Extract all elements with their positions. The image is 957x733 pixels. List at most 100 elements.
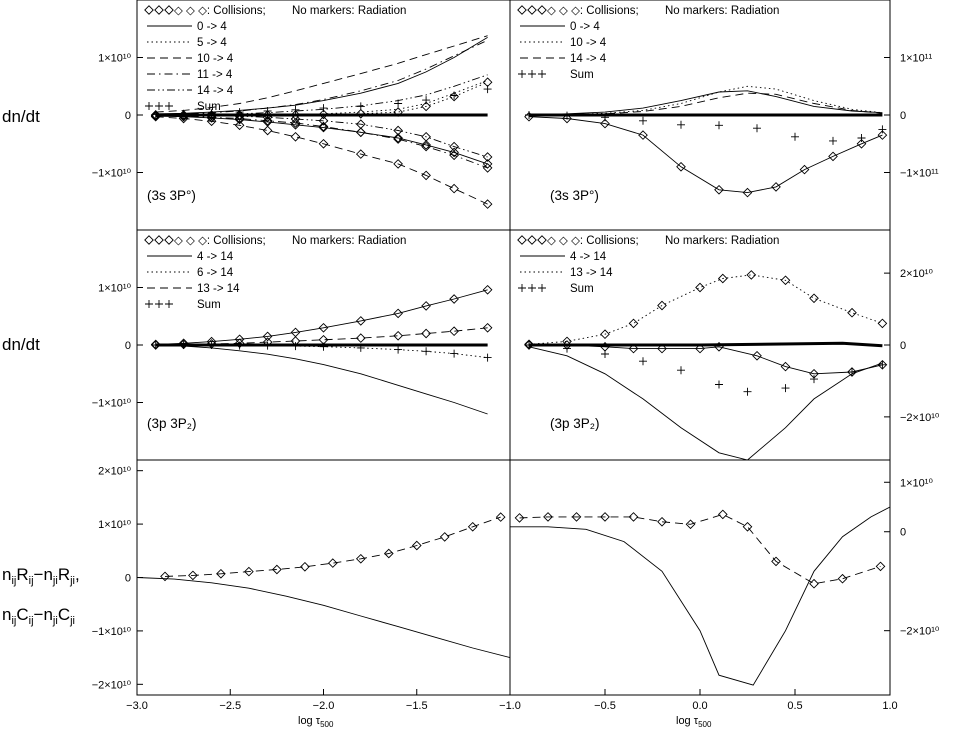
p4-series-1-line [528,274,883,345]
p6-series-1-point-7 [718,509,728,520]
p4-ytick-label-1: 0 [900,340,906,352]
p2-legend-header-radiation: No markers: Radiation [665,5,779,17]
p2-legend-sum-marker-2 [537,69,547,79]
p4-legend-sum-marker-0 [517,283,527,293]
p1-series-5-point-9 [421,95,431,105]
p3-legend-label-2: 13 -> 14 [197,283,240,295]
x-axis-label-right: log τ500 [676,715,712,729]
p1-series-5-point-5 [291,105,300,115]
p5-series-1-point-10 [440,532,450,542]
p2-series-2-line [528,92,883,116]
p3-legend-sum-marker-0 [144,299,154,309]
p4-legend-label-2: Sum [570,283,594,295]
plot-p6: 1×10¹⁰ 0 −2×10¹⁰ −1.0 −0.5 0.0 0.5 1.0 [499,477,940,712]
p4-ytick-label-0: 2×10¹⁰ [900,268,933,280]
p3-series-3-point-11 [483,353,493,363]
p1-legend-header-marker-2 [164,5,174,15]
p2-series-3-point-3 [638,116,648,126]
p3-series-3-point-10 [449,349,459,359]
panel4-annotation: (3p 3P₂) [550,416,600,431]
p5-ytick-label-2: 0 [125,573,131,585]
p4-legend-header-collisions: ◇ ◇ ◇: Collisions; [547,235,639,247]
p3-ytick-label-1: 0 [125,340,131,352]
panel-frame-bottom-left [136,459,511,696]
y-axis-label-row1: dn/dt [2,107,40,126]
p3-legend-sum-marker-2 [164,299,174,309]
p2-series-4-line [528,116,883,194]
plot-p3: 1×10¹⁰ 0 −1×10¹⁰ ◇ ◇ ◇: Collisions; No marke… [92,235,493,415]
p4-legend-header-radiation: No markers: Radiation [665,235,779,247]
y-axis-label-row3-line1: nijRij−njiRji, [2,565,80,587]
p4-series-1-point-5 [695,282,705,293]
p1-legend-sum-marker-1 [154,101,164,111]
p1-legend-label-0: 0 -> 4 [197,21,227,33]
p3-series-3-point-9 [421,346,431,356]
p2-series-3-point-5 [714,120,724,130]
p3-series-3-point-8 [393,345,403,355]
p1-legend-sum-marker-0 [144,101,154,111]
p4-legend-sum-marker-1 [527,283,537,293]
panel-frame-bottom-right [509,459,891,696]
p1-series-8-point-5 [290,132,301,142]
p3-legend-header-marker-0 [144,235,154,245]
p1-series-0-line [155,37,488,115]
p4-series-1-point-3 [628,318,639,329]
p4-ytick-label-2: −2×10¹⁰ [900,412,940,424]
p5-series-1-line [164,516,501,577]
p3-series-5-line [155,327,488,346]
p6-series-0-line [510,506,891,686]
p1-legend-label-5: Sum [197,101,221,113]
p2-legend-label-1: 10 -> 4 [570,37,607,49]
p1-series-8-point-10 [449,183,459,194]
p1-legend-header-marker-0 [144,5,154,15]
p4-series-2-point-7 [781,383,790,393]
p4-series-4-line [529,341,883,348]
plot-p2: 1×10¹¹ 0 −1×10¹¹ ◇ ◇ ◇: Collisions; No marke… [517,5,939,198]
plot-p4: 2×10¹⁰ 0 −2×10¹⁰ ◇ ◇ ◇: Collisions; No marke… [517,235,940,461]
p6-xtick-label-2: 0.0 [692,700,707,712]
p1-legend-header-radiation: No markers: Radiation [292,5,406,17]
p1-legend-label-2: 10 -> 4 [197,53,234,65]
p6-ytick-label-0: 1×10¹⁰ [900,477,933,489]
p4-series-1-point-9 [809,293,819,303]
p1-legend-label-1: 5 -> 4 [197,37,227,49]
p2-legend-header-collisions: ◇ ◇ ◇: Collisions; [547,5,639,17]
plot-p5: 2×10¹⁰ 1×10¹⁰ 0 −1×10¹⁰ −2×10¹⁰ −3.0 −2.5 −2.0 −… [92,466,511,712]
p2-series-3-point-6 [752,123,762,133]
p4-series-2-point-6 [743,387,752,397]
p1-series-2-line [155,35,488,113]
p3-legend-header-radiation: No markers: Radiation [292,235,406,247]
p5-ytick-label-3: −1×10¹⁰ [92,626,132,638]
p5-series-0-line [136,577,511,659]
p2-legend-header-marker-2 [537,5,547,15]
p1-legend-label-3: 11 -> 4 [197,69,233,81]
p4-series-1-point-7 [746,270,756,280]
p2-series-3-point-10 [877,124,887,134]
p4-legend-header-marker-0 [517,235,527,245]
p2-series-3-point-8 [828,136,838,146]
p6-xtick-label-4: 1.0 [882,700,897,712]
plot-p1: 1×10¹⁰ 0 −1×10¹⁰ ◇ ◇ ◇: Collisions; No marke… [92,5,493,209]
p4-legend-sum-marker-2 [537,283,547,293]
p2-legend-label-0: 0 -> 4 [570,21,600,33]
p6-ytick-label-2: −2×10¹⁰ [900,626,940,638]
p1-series-3-line [155,39,488,115]
p1-series-8-point-4 [262,125,273,136]
p6-xtick-label-0: −1.0 [499,700,521,712]
p2-series-1-line [528,85,883,116]
p1-ytick-label-2: −1×10¹⁰ [92,168,132,180]
p3-legend-sum-marker-1 [154,299,164,309]
p3-legend-header-marker-2 [164,235,174,245]
p1-legend-sum-marker-2 [164,101,174,111]
p5-ytick-label-4: −2×10¹⁰ [92,679,132,691]
p4-legend-label-1: 13 -> 14 [570,267,613,279]
p3-series-4-line [155,289,488,345]
p2-legend-header-marker-1 [527,5,537,15]
panel1-annotation: (3s 3P°) [147,188,196,203]
p6-ytick-label-1: 0 [900,527,906,539]
p5-xtick-label-1: −2.5 [219,700,241,712]
p6-xtick-label-1: −0.5 [594,700,616,712]
p5-ytick-label-1: 1×10¹⁰ [98,519,131,531]
p1-legend-header-collisions: ◇ ◇ ◇: Collisions; [174,5,266,17]
